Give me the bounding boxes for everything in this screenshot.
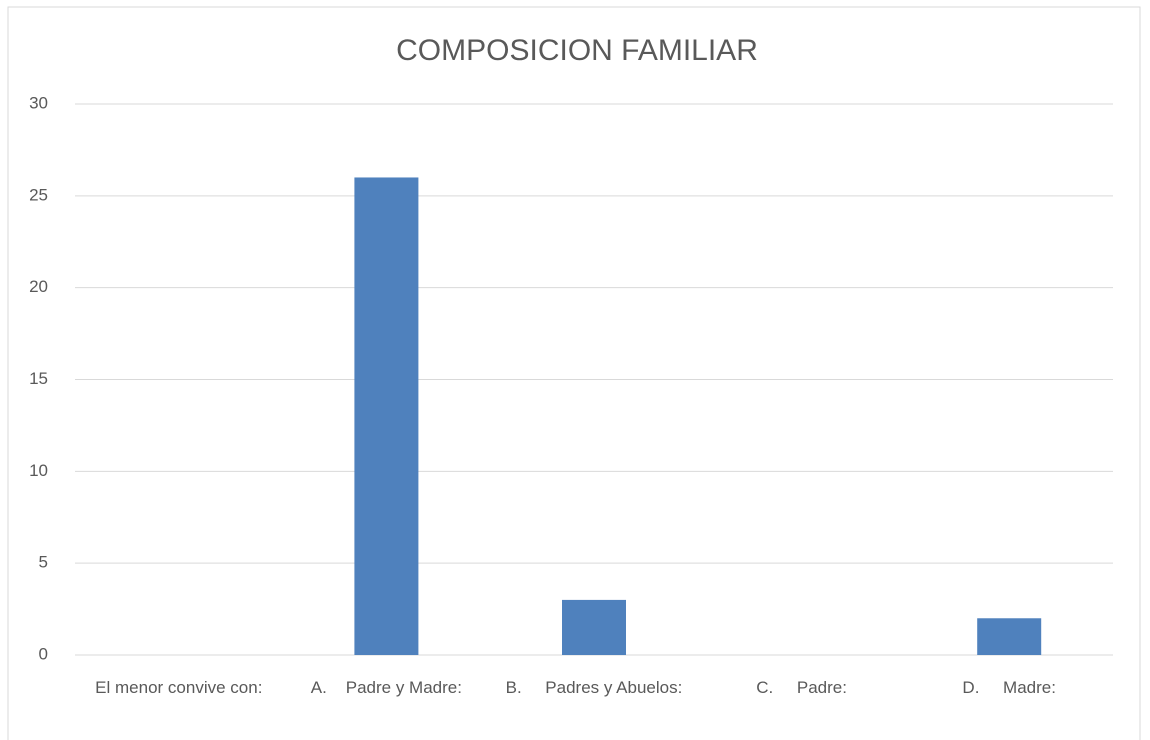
x-tick-label: C. Padre: — [756, 678, 847, 697]
chart-title: COMPOSICION FAMILIAR — [396, 34, 758, 67]
y-tick-label: 25 — [29, 185, 48, 204]
x-tick-label: A. Padre y Madre: — [310, 678, 462, 697]
y-tick-label: 5 — [39, 553, 48, 572]
y-tick-label: 0 — [39, 644, 48, 663]
x-tick-label: D. Madre: — [962, 678, 1056, 697]
bar — [354, 177, 419, 655]
y-tick-label: 10 — [29, 461, 48, 480]
bar — [977, 618, 1042, 655]
bar — [562, 599, 626, 655]
y-tick-label: 15 — [29, 369, 48, 388]
x-tick-label: El menor convive con: — [95, 678, 263, 697]
y-tick-label: 20 — [29, 277, 48, 296]
x-tick-label: B. Padres y Abuelos: — [505, 678, 683, 697]
y-tick-label: 30 — [29, 93, 48, 112]
